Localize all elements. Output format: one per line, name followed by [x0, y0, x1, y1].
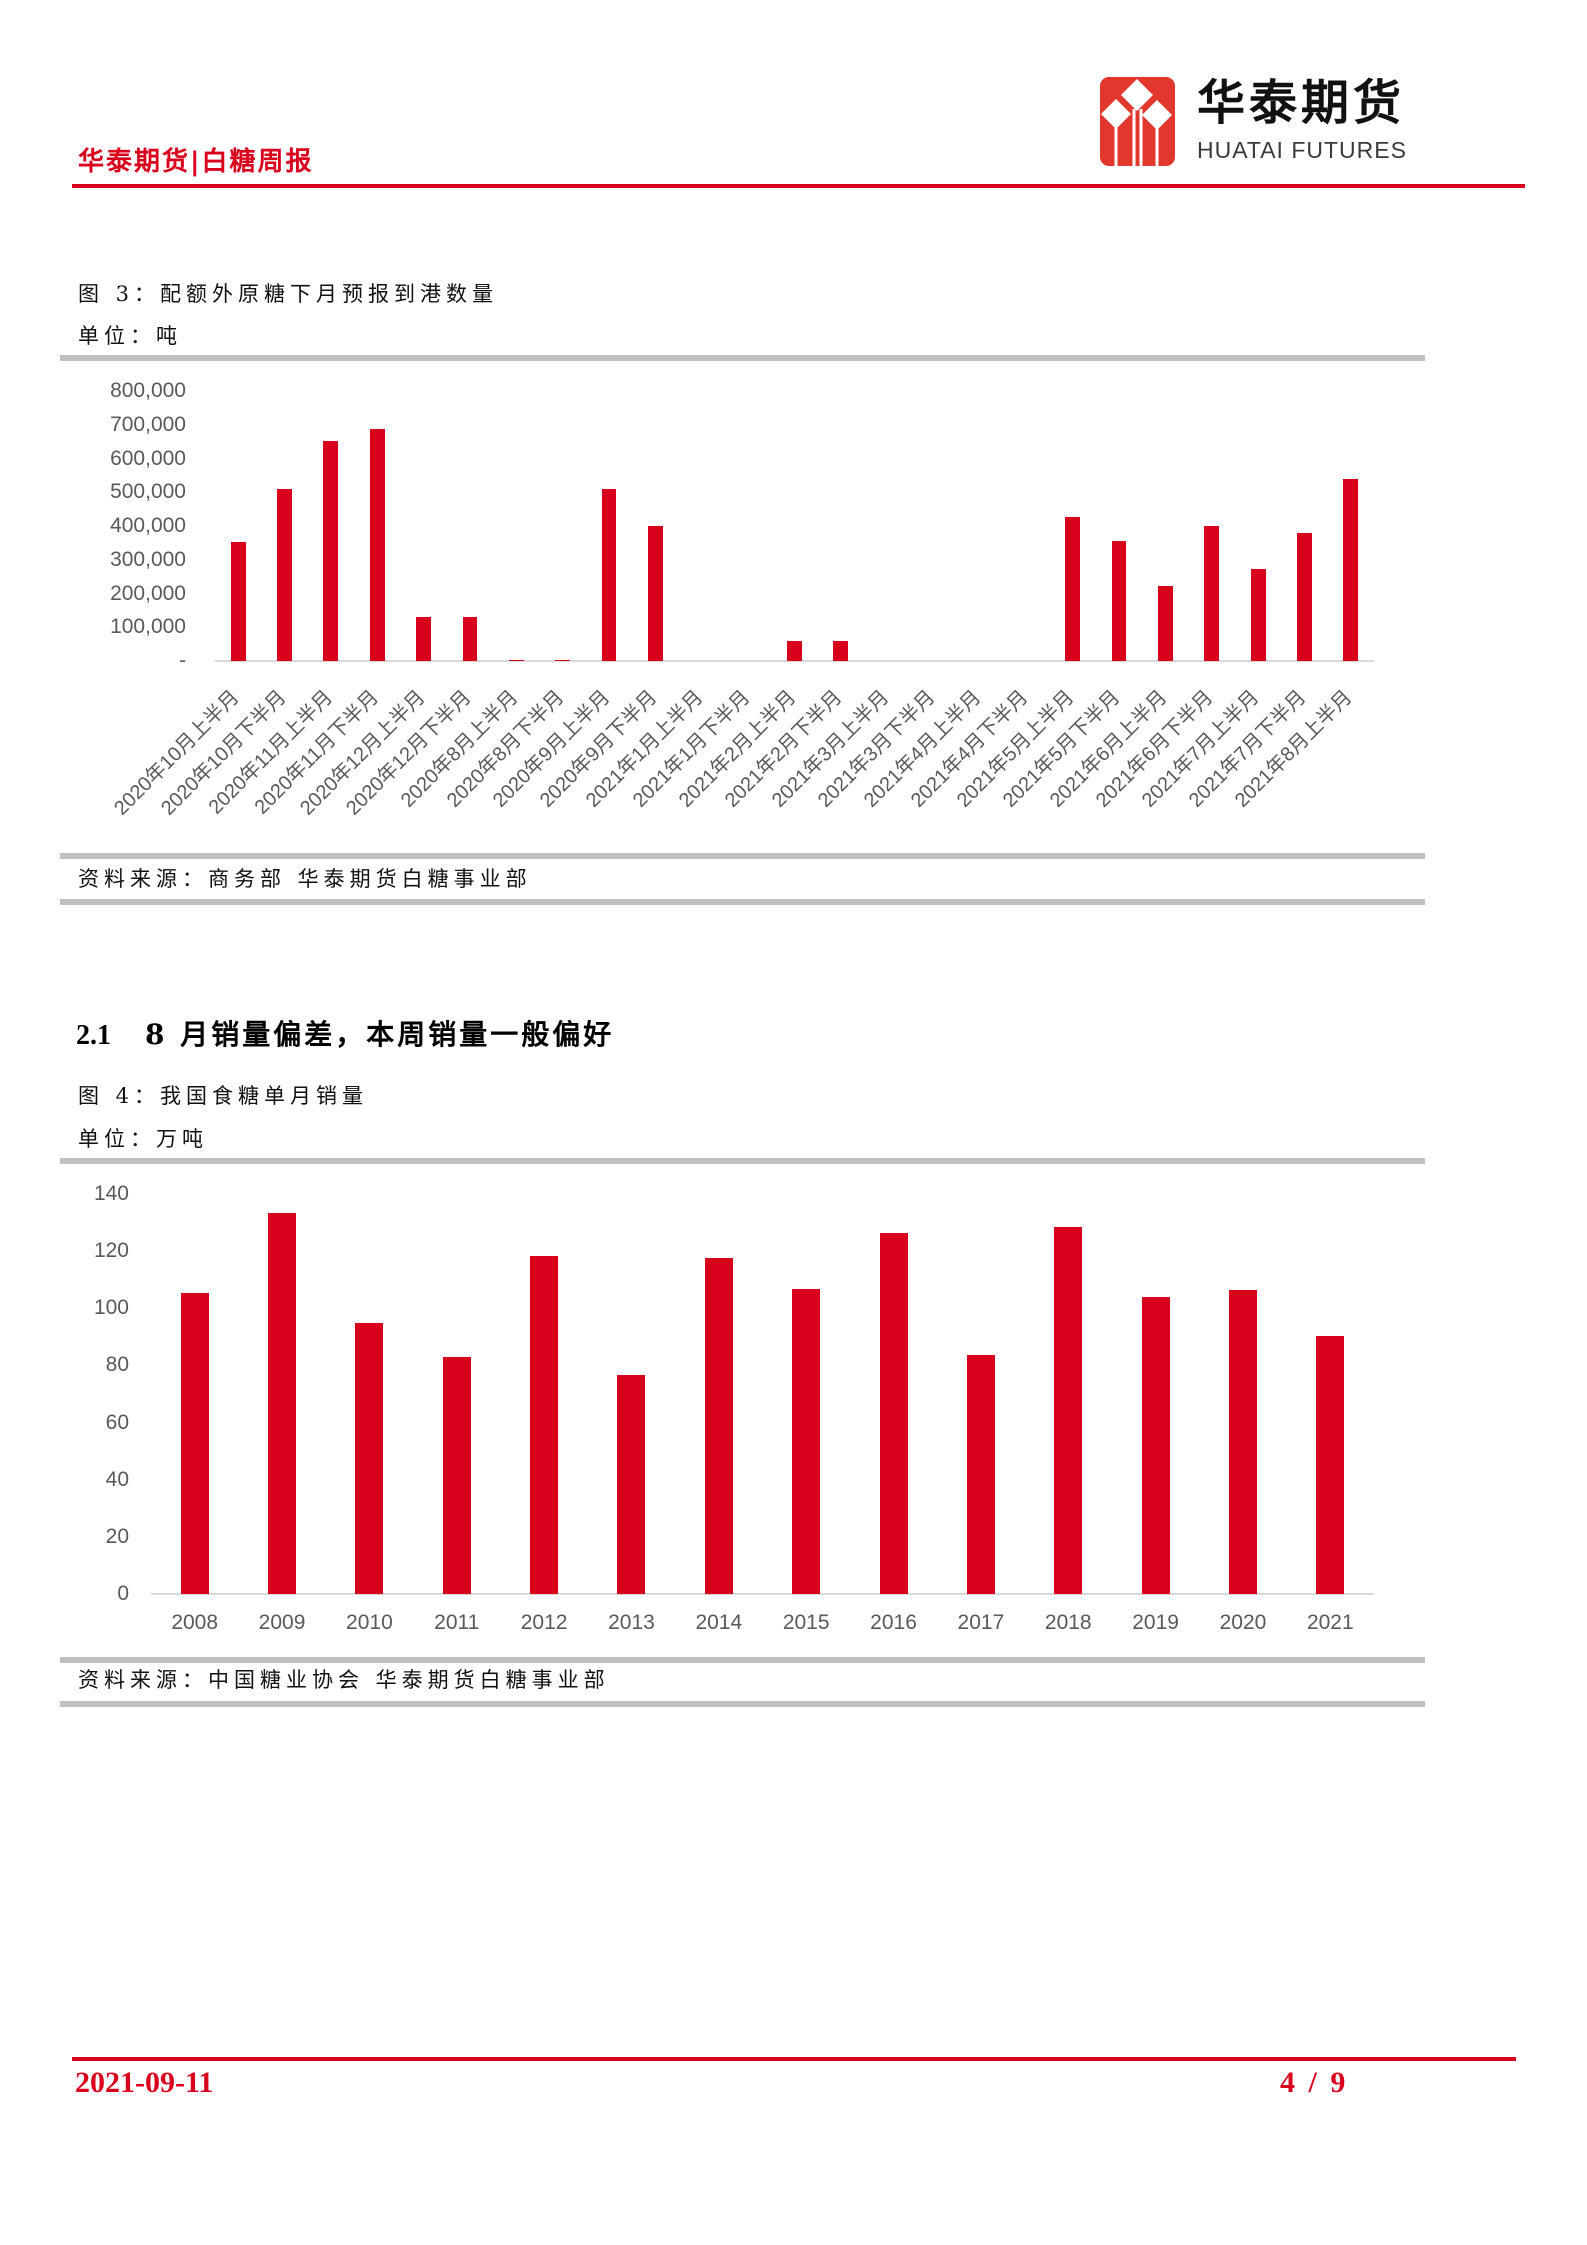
y-axis-tick-label: 300,000	[110, 547, 186, 571]
huatai-logo-icon	[1100, 77, 1175, 166]
figure-3-caption: 图 3：配额外原糖下月预报到港数量	[78, 282, 499, 306]
x-axis-tick-label: 2016	[870, 1611, 917, 1634]
bar	[1065, 516, 1081, 661]
y-axis-tick-label: 20	[105, 1524, 129, 1548]
x-axis-tick-label: 2012	[520, 1611, 568, 1634]
bar	[508, 659, 524, 661]
figure-4-source: 资料来源：中国糖业协会 华泰期货白糖事业部	[78, 1668, 610, 1692]
bar	[617, 1374, 646, 1594]
bar	[416, 617, 432, 661]
bar	[1343, 478, 1359, 661]
x-axis-tick-label: 2008	[171, 1611, 219, 1634]
section-title: 8 月销量偏差，本周销量一般偏好	[145, 1018, 615, 1051]
y-axis-tick-label: 60	[105, 1410, 129, 1434]
x-axis-line	[215, 660, 1374, 662]
figure-3-bottom-rule	[60, 899, 1425, 905]
figure-4-bar-chart: 0 20 40 60 80 100 120 140 2008 2009 2010 2011 2012 20…	[60, 1164, 1425, 1657]
y-axis-tick-label: 500,000	[110, 480, 186, 504]
y-axis-tick-label: 600,000	[110, 446, 186, 470]
x-axis-tick-label: 2014	[695, 1611, 743, 1634]
bar	[1054, 1226, 1083, 1594]
bar	[1297, 532, 1312, 661]
y-axis-tick-label: 40	[105, 1467, 129, 1491]
bar	[1316, 1335, 1345, 1594]
footer-rule	[72, 2057, 1516, 2061]
bar	[879, 1232, 908, 1594]
y-axis-tick-label: 0	[117, 1582, 129, 1605]
figure-3-bar-chart: - 100,000 200,000 300,000 400,000 500,000 600,…	[60, 361, 1425, 853]
x-axis-tick-label: 2010	[346, 1611, 393, 1634]
logo-english-name: HUATAI FUTURES	[1197, 137, 1407, 163]
figure-3-source-top-rule	[60, 853, 1425, 859]
figure-4-source-top-rule	[60, 1657, 1425, 1663]
section-number: 2.1	[76, 1020, 111, 1051]
x-axis-tick-label: 2018	[1044, 1611, 1092, 1634]
bar	[601, 489, 617, 661]
section-heading: 2.1 8 月销量偏差，本周销量一般偏好	[76, 1019, 614, 1052]
bar	[1141, 1297, 1170, 1594]
x-axis-tick-label: 2013	[608, 1611, 655, 1634]
bar	[369, 429, 385, 661]
header-rule	[72, 184, 1525, 188]
x-axis-tick-label: 2015	[782, 1611, 830, 1634]
huatai-logo: 华泰期货 HUATAI FUTURES	[1100, 77, 1430, 167]
x-axis-tick-label: 2021	[1306, 1611, 1354, 1634]
x-axis-tick-label: 2011	[434, 1611, 480, 1634]
bar	[1111, 541, 1127, 661]
bar	[268, 1213, 296, 1594]
bar	[966, 1355, 995, 1594]
y-axis-tick-label: 700,000	[110, 412, 186, 436]
x-axis-line	[151, 1593, 1374, 1595]
page-number: 4 / 9	[1280, 2066, 1346, 2099]
bar	[230, 541, 246, 661]
figure-4-bottom-rule	[60, 1701, 1425, 1707]
bar	[323, 441, 339, 661]
figure-3-source: 资料来源：商务部 华泰期货白糖事业部	[78, 867, 532, 891]
y-axis-tick-label: 140	[93, 1182, 129, 1205]
report-header-title: 华泰期货|白糖周报	[78, 147, 314, 177]
y-axis-tick-label: 100,000	[110, 615, 186, 639]
bar	[355, 1322, 384, 1594]
y-axis-tick-label: 100	[93, 1296, 129, 1320]
bar	[180, 1292, 209, 1594]
bar	[555, 659, 571, 661]
y-axis-tick-label: 800,000	[110, 379, 186, 402]
y-axis-tick-label: 80	[105, 1353, 129, 1377]
y-axis-tick-label: -	[179, 649, 186, 672]
bar	[277, 489, 292, 661]
figure-3-top-rule	[60, 355, 1425, 361]
x-axis-tick-label: 2019	[1132, 1611, 1179, 1634]
bar	[530, 1256, 559, 1594]
logo-chinese-name: 华泰期货	[1197, 75, 1406, 131]
bar	[1228, 1289, 1257, 1594]
y-axis-tick-label: 400,000	[110, 514, 186, 537]
figure-4-top-rule	[60, 1158, 1425, 1164]
bar	[1157, 586, 1173, 661]
x-axis-tick-label: 2009	[258, 1611, 306, 1634]
bar	[1250, 568, 1266, 661]
bar	[787, 641, 802, 661]
y-axis-tick-label: 120	[93, 1239, 129, 1263]
x-axis-tick-label: 2017	[957, 1611, 1005, 1634]
y-axis-tick-label: 200,000	[110, 581, 186, 605]
bar	[704, 1257, 733, 1594]
bar	[833, 641, 849, 661]
bar	[648, 526, 663, 661]
bar	[462, 617, 478, 661]
figure-4-unit: 单位：万吨	[78, 1127, 208, 1151]
bar	[442, 1356, 471, 1594]
bar	[1204, 526, 1220, 661]
figure-4-caption: 图 4：我国食糖单月销量	[78, 1084, 369, 1108]
figure-3-unit: 单位：吨	[78, 324, 182, 348]
footer-date: 2021-09-11	[75, 2066, 214, 2099]
bar	[792, 1289, 821, 1594]
x-axis-tick-label: 2020	[1219, 1611, 1267, 1634]
